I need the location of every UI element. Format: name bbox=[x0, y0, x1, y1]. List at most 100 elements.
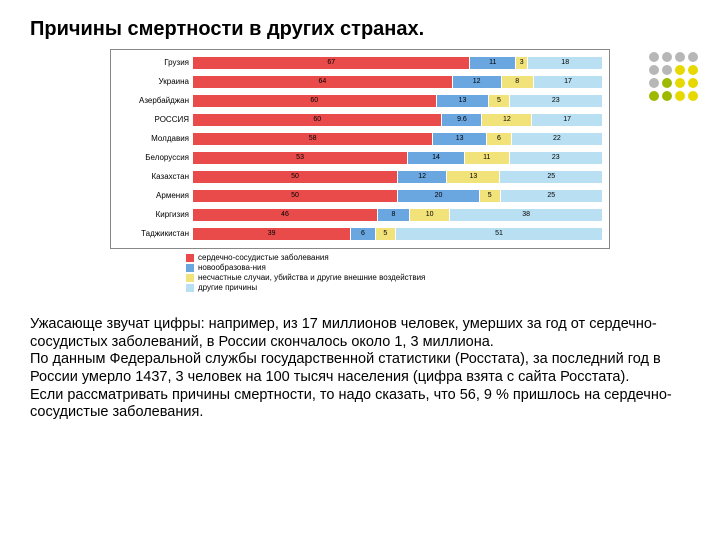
chart-row: Белоруссия53141123 bbox=[117, 149, 603, 166]
bar-segment: 58 bbox=[193, 133, 433, 145]
bar-segment: 23 bbox=[510, 152, 603, 164]
stacked-bar: 5020525 bbox=[193, 190, 603, 202]
bar-segment: 12 bbox=[453, 76, 502, 88]
bar-segment: 14 bbox=[408, 152, 465, 164]
legend-label: новообразова-ния bbox=[198, 263, 266, 272]
row-label: Грузия bbox=[117, 58, 193, 67]
decor-dot bbox=[675, 52, 685, 62]
bar-segment: 17 bbox=[532, 114, 603, 126]
decor-dot bbox=[688, 52, 698, 62]
stacked-bar: 53141123 bbox=[193, 152, 603, 164]
row-label: Казахстан bbox=[117, 172, 193, 181]
decor-dot bbox=[675, 91, 685, 101]
bar-segment: 64 bbox=[193, 76, 453, 88]
bar-segment: 10 bbox=[410, 209, 450, 221]
bar-segment: 9.6 bbox=[442, 114, 482, 126]
legend-label: несчастные случаи, убийства и другие вне… bbox=[198, 273, 425, 282]
bar-segment: 51 bbox=[396, 228, 603, 240]
bar-segment: 5 bbox=[489, 95, 509, 107]
chart-row: Украина6412817 bbox=[117, 73, 603, 90]
legend-swatch bbox=[186, 274, 194, 282]
legend-item: другие причины bbox=[186, 283, 610, 292]
row-label: Армения bbox=[117, 191, 193, 200]
legend-item: сердечно-сосудистые заболевания bbox=[186, 253, 610, 262]
decor-dot bbox=[675, 78, 685, 88]
legend-swatch bbox=[186, 264, 194, 272]
bar-segment: 11 bbox=[470, 57, 516, 69]
bar-segment: 53 bbox=[193, 152, 408, 164]
bar-segment: 60 bbox=[193, 95, 437, 107]
legend-swatch bbox=[186, 254, 194, 262]
body-text: Ужасающе звучат цифры: например, из 17 м… bbox=[30, 316, 690, 422]
row-label: Белоруссия bbox=[117, 153, 193, 162]
chart-row: Азербайджан6013523 bbox=[117, 92, 603, 109]
bar-segment: 50 bbox=[193, 171, 398, 183]
bar-segment: 50 bbox=[193, 190, 398, 202]
row-label: Киргизия bbox=[117, 210, 193, 219]
bar-segment: 6 bbox=[351, 228, 375, 240]
chart-legend: сердечно-сосудистые заболеванияновообраз… bbox=[186, 253, 610, 292]
stacked-bar-chart: Грузия6711318Украина6412817Азербайджан60… bbox=[110, 49, 610, 249]
chart-row: Армения5020525 bbox=[117, 187, 603, 204]
bar-segment: 38 bbox=[450, 209, 603, 221]
bar-segment: 11 bbox=[465, 152, 510, 164]
bar-segment: 8 bbox=[502, 76, 534, 88]
decor-dot bbox=[662, 78, 672, 88]
row-label: Азербайджан bbox=[117, 96, 193, 105]
bar-segment: 8 bbox=[378, 209, 410, 221]
slide: Причины смертности в других странах. Гру… bbox=[0, 0, 720, 432]
bar-segment: 20 bbox=[398, 190, 480, 202]
stacked-bar: 4681038 bbox=[193, 209, 603, 221]
decor-dot bbox=[649, 65, 659, 75]
stacked-bar: 5813622 bbox=[193, 133, 603, 145]
decor-dots bbox=[649, 52, 698, 104]
bar-segment: 18 bbox=[528, 57, 603, 69]
chart-row: Казахстан50121325 bbox=[117, 168, 603, 185]
chart-row: Молдавия5813622 bbox=[117, 130, 603, 147]
legend-item: новообразова-ния bbox=[186, 263, 610, 272]
bar-segment: 5 bbox=[480, 190, 501, 202]
bar-segment: 60 bbox=[193, 114, 442, 126]
bar-segment: 3 bbox=[516, 57, 528, 69]
stacked-bar: 609.61217 bbox=[193, 114, 603, 126]
bar-segment: 25 bbox=[500, 171, 603, 183]
row-label: Таджикистан bbox=[117, 229, 193, 238]
bar-segment: 6 bbox=[487, 133, 512, 145]
stacked-bar: 50121325 bbox=[193, 171, 603, 183]
bar-segment: 13 bbox=[433, 133, 487, 145]
bar-segment: 12 bbox=[482, 114, 532, 126]
decor-dot bbox=[649, 52, 659, 62]
decor-dot bbox=[688, 91, 698, 101]
decor-dot bbox=[675, 65, 685, 75]
bar-segment: 13 bbox=[437, 95, 490, 107]
bar-segment: 17 bbox=[534, 76, 603, 88]
decor-dot bbox=[649, 91, 659, 101]
chart-row: Грузия6711318 bbox=[117, 54, 603, 71]
stacked-bar: 6013523 bbox=[193, 95, 603, 107]
stacked-bar: 396551 bbox=[193, 228, 603, 240]
legend-label: другие причины bbox=[198, 283, 257, 292]
bar-segment: 12 bbox=[398, 171, 447, 183]
stacked-bar: 6711318 bbox=[193, 57, 603, 69]
row-label: Молдавия bbox=[117, 134, 193, 143]
chart-row: РОССИЯ609.61217 bbox=[117, 111, 603, 128]
chart-row: Таджикистан396551 bbox=[117, 225, 603, 242]
stacked-bar: 6412817 bbox=[193, 76, 603, 88]
decor-dot bbox=[662, 91, 672, 101]
decor-dot bbox=[662, 52, 672, 62]
bar-segment: 67 bbox=[193, 57, 470, 69]
chart-row: Киргизия4681038 bbox=[117, 206, 603, 223]
bar-segment: 39 bbox=[193, 228, 351, 240]
decor-dot bbox=[649, 78, 659, 88]
page-title: Причины смертности в других странах. bbox=[30, 18, 690, 41]
bar-segment: 5 bbox=[376, 228, 396, 240]
legend-item: несчастные случаи, убийства и другие вне… bbox=[186, 273, 610, 282]
decor-dot bbox=[688, 78, 698, 88]
bar-segment: 22 bbox=[512, 133, 603, 145]
decor-dot bbox=[662, 65, 672, 75]
bar-segment: 46 bbox=[193, 209, 378, 221]
bar-segment: 25 bbox=[501, 190, 604, 202]
decor-dot bbox=[688, 65, 698, 75]
row-label: Украина bbox=[117, 77, 193, 86]
row-label: РОССИЯ bbox=[117, 115, 193, 124]
